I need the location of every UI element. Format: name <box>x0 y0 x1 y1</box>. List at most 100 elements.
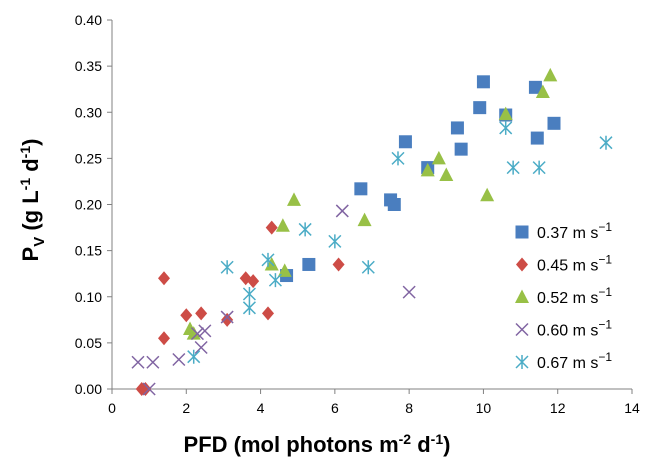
data-point <box>387 198 401 211</box>
legend-marker <box>516 257 528 272</box>
x-tick-label: 14 <box>624 400 640 416</box>
data-point <box>547 116 561 130</box>
data-point <box>454 142 468 156</box>
legend-label: 0.60 m s−1 <box>537 318 612 340</box>
legend-label: 0.52 m s−1 <box>537 285 612 307</box>
data-point <box>287 192 301 206</box>
legend-marker <box>515 225 529 239</box>
data-point <box>186 326 201 340</box>
data-points <box>131 67 613 396</box>
x-axis-ticks: 0 2 4 6 8 10 12 14 <box>108 389 640 416</box>
data-point <box>190 327 204 341</box>
data-point <box>528 80 542 94</box>
data-point <box>247 274 260 289</box>
data-point <box>361 260 375 275</box>
legend-label: 0.67 m s−1 <box>537 350 612 372</box>
data-point <box>480 187 495 202</box>
data-point <box>268 273 282 288</box>
data-point <box>158 271 170 286</box>
y-tick-label: 0.30 <box>75 104 102 120</box>
y-tick-label: 0.20 <box>75 197 102 213</box>
data-point <box>332 257 345 272</box>
y-axis-title: PV (g L-1 d-1) <box>17 139 48 262</box>
series-5 <box>187 120 613 364</box>
data-point <box>180 308 193 323</box>
x-tick-label: 2 <box>182 400 190 416</box>
series-3 <box>183 67 558 340</box>
data-point <box>158 331 170 346</box>
data-point <box>530 131 544 145</box>
data-point <box>265 220 278 235</box>
data-point <box>298 222 312 237</box>
data-point <box>275 218 290 232</box>
legend-item: 0.37 m s−1 <box>515 220 612 242</box>
data-point <box>172 352 186 367</box>
data-point <box>242 300 256 315</box>
data-point <box>220 310 234 324</box>
data-point <box>221 312 234 327</box>
legend-item: 0.67 m s−1 <box>515 350 612 372</box>
data-point <box>354 182 368 196</box>
series-4 <box>131 204 416 396</box>
data-point <box>262 306 274 321</box>
legend-label: 0.37 m s−1 <box>537 220 612 242</box>
data-point <box>198 324 212 338</box>
data-point <box>146 355 160 369</box>
data-point <box>302 257 316 271</box>
data-point <box>328 234 342 249</box>
data-point <box>335 204 349 218</box>
data-point <box>277 263 292 277</box>
x-tick-label: 0 <box>108 400 116 416</box>
data-point <box>139 382 152 396</box>
data-point <box>420 162 435 177</box>
legend-marker <box>515 289 529 303</box>
data-point <box>402 285 416 299</box>
data-point <box>220 260 234 275</box>
y-tick-label: 0.15 <box>75 243 102 259</box>
data-point <box>506 160 520 175</box>
data-point <box>142 382 156 396</box>
x-axis-title: PFD (mol photons m-2 d-1) <box>184 431 451 457</box>
legend-marker <box>515 322 529 337</box>
series-2 <box>135 220 345 396</box>
data-point <box>195 306 208 321</box>
data-point <box>187 349 201 364</box>
legend-item: 0.60 m s−1 <box>515 318 612 340</box>
x-tick-label: 6 <box>331 400 339 416</box>
data-point <box>473 101 487 115</box>
x-tick-label: 12 <box>550 400 566 416</box>
legend-item: 0.45 m s−1 <box>516 253 612 275</box>
legend-marker <box>515 355 529 369</box>
data-point <box>261 252 275 267</box>
data-point <box>439 167 454 181</box>
legend-label: 0.45 m s−1 <box>537 253 612 275</box>
data-point <box>599 135 613 150</box>
data-point <box>131 355 145 369</box>
data-point <box>242 286 256 301</box>
data-point <box>535 84 550 98</box>
x-tick-label: 4 <box>257 400 265 416</box>
legend-item: 0.52 m s−1 <box>515 285 612 307</box>
data-point <box>398 135 412 149</box>
y-tick-label: 0.40 <box>75 12 102 28</box>
series-1 <box>280 75 561 283</box>
data-point <box>431 150 446 165</box>
y-axis-ticks: 0.00 0.05 0.10 0.15 0.20 0.25 0.30 0.35 0.40 <box>75 12 112 397</box>
data-point <box>194 340 208 355</box>
y-tick-label: 0.25 <box>75 150 102 166</box>
y-tick-label: 0.10 <box>75 289 102 305</box>
data-point <box>476 75 490 89</box>
data-point <box>499 120 513 135</box>
y-tick-label: 0.05 <box>75 335 102 351</box>
y-tick-label: 0.00 <box>75 381 102 397</box>
data-point <box>391 151 405 166</box>
data-point <box>532 160 546 175</box>
data-point <box>357 212 372 227</box>
legend: 0.37 m s−1 0.45 m s−1 0.52 m s−1 0.60 m s−1… <box>515 220 612 372</box>
y-tick-label: 0.35 <box>75 58 102 74</box>
data-point <box>498 106 513 121</box>
x-tick-label: 10 <box>476 400 492 416</box>
x-tick-label: 8 <box>405 400 413 416</box>
data-point <box>450 121 464 135</box>
